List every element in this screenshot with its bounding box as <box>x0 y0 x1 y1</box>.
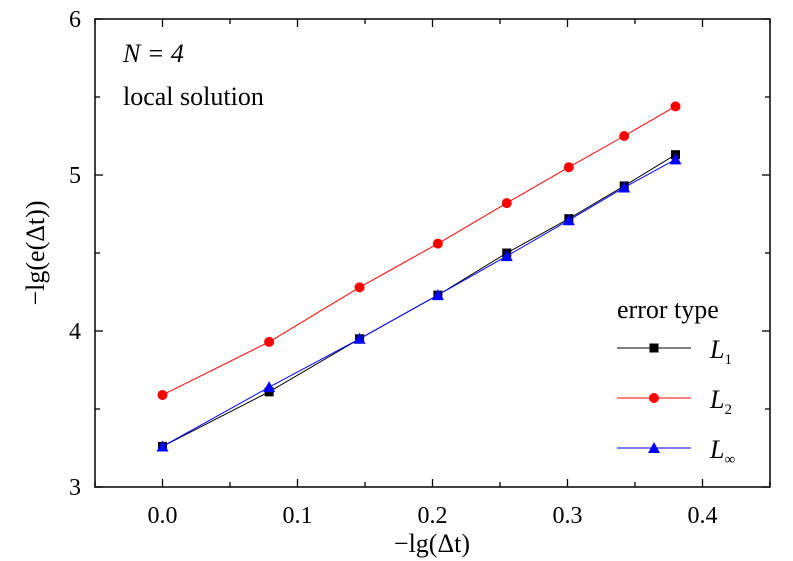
y-tick-label: 3 <box>69 475 81 501</box>
y-tick-label: 5 <box>69 163 81 189</box>
legend-label: L2 <box>709 385 732 418</box>
annotation-local-solution: local solution <box>123 82 264 111</box>
x-tick-label: 0.4 <box>688 503 718 529</box>
data-point <box>563 162 574 173</box>
legend-label: L1 <box>709 335 732 368</box>
series-line <box>162 154 676 447</box>
data-point <box>157 389 168 400</box>
y-tick-label: 4 <box>69 319 81 345</box>
data-point <box>500 250 513 262</box>
data-point <box>669 153 682 165</box>
legend: error type L1 L2 L∞ <box>617 295 735 468</box>
data-point <box>501 198 512 209</box>
legend-title: error type <box>617 295 719 324</box>
x-axis-label: −lg(Δt) <box>394 529 470 558</box>
data-point <box>431 289 444 301</box>
annotation-n: N = 4 <box>122 39 184 68</box>
x-tick-label: 0.2 <box>418 503 448 529</box>
y-axis-label: −lg(e(Δt)) <box>21 200 50 305</box>
data-point <box>353 332 366 344</box>
legend-marker <box>648 442 660 453</box>
series-L2 <box>157 101 681 400</box>
x-tick-label: 0.1 <box>283 503 313 529</box>
data-point <box>432 238 443 249</box>
series-line <box>162 105 676 396</box>
data-point <box>619 131 630 141</box>
data-point <box>264 336 275 347</box>
data-point <box>562 214 575 226</box>
legend-label: L∞ <box>709 435 735 468</box>
x-tick-label: 0.0 <box>148 503 178 529</box>
data-point <box>618 181 631 193</box>
legend-marker <box>649 343 659 353</box>
x-tick-label: 0.3 <box>553 503 583 529</box>
data-point <box>354 282 365 293</box>
data-point <box>670 101 681 112</box>
legend-marker <box>649 393 659 403</box>
data-point <box>263 381 276 393</box>
data-point <box>156 440 169 452</box>
series-line <box>162 158 676 447</box>
y-tick-label: 6 <box>69 7 81 33</box>
series-L∞ <box>156 153 682 452</box>
